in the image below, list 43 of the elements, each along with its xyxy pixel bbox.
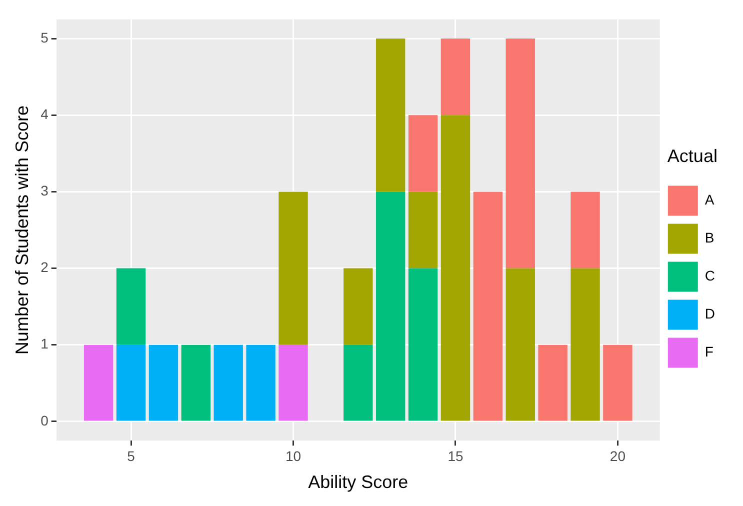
bar	[344, 344, 373, 421]
y-tick-label: 1	[40, 336, 49, 352]
x-tick-label: 10	[285, 448, 302, 464]
bar	[570, 268, 600, 421]
bar	[408, 192, 438, 268]
bar	[408, 115, 438, 192]
bar	[84, 344, 114, 421]
bar	[473, 192, 503, 421]
x-tick-label: 20	[610, 448, 626, 464]
bar	[506, 268, 535, 421]
bar	[344, 268, 373, 345]
bar	[376, 192, 406, 421]
bar	[376, 38, 406, 192]
legend-label: C	[704, 268, 716, 284]
bar	[506, 38, 535, 268]
x-tick-label: 15	[448, 448, 464, 464]
bar	[181, 344, 211, 421]
legend-label: D	[704, 306, 716, 322]
bar	[148, 344, 178, 421]
bar	[278, 192, 308, 345]
bar	[116, 344, 146, 421]
x-axis-title: Ability Score	[308, 472, 408, 492]
y-tick-label: 0	[40, 412, 49, 428]
bar	[214, 344, 243, 421]
bar	[440, 115, 470, 421]
y-tick-label: 4	[40, 106, 49, 122]
bar	[408, 268, 438, 421]
y-axis-title: Number of Students with Score	[12, 105, 32, 355]
legend-label: F	[704, 344, 714, 360]
legend-title: Actual	[667, 146, 718, 166]
bar	[603, 344, 632, 421]
legend-label: A	[704, 192, 715, 208]
y-tick-label: 3	[40, 182, 49, 199]
bar	[538, 344, 568, 421]
bar	[278, 344, 308, 421]
x-tick-label: 5	[127, 448, 136, 464]
bar	[440, 38, 470, 116]
bar	[116, 268, 146, 345]
bar	[246, 344, 276, 421]
legend-label: B	[704, 230, 714, 246]
y-tick-label: 5	[40, 29, 49, 46]
y-tick-label: 2	[40, 259, 49, 276]
bar	[570, 192, 600, 268]
